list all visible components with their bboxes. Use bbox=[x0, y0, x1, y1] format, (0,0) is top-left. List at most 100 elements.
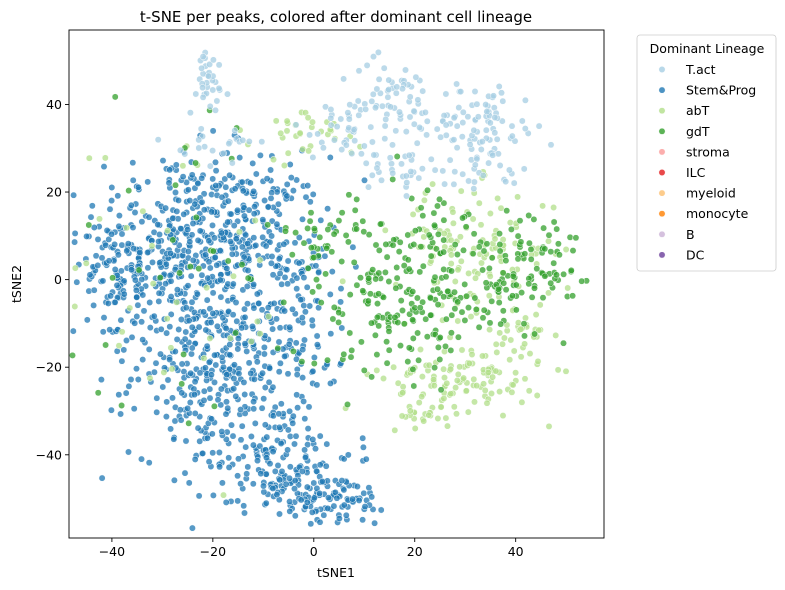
data-point bbox=[139, 356, 147, 364]
data-point bbox=[453, 377, 461, 384]
data-point bbox=[392, 127, 400, 135]
data-point bbox=[207, 318, 215, 326]
data-point bbox=[318, 478, 326, 485]
data-point bbox=[457, 187, 465, 195]
data-point bbox=[241, 340, 249, 348]
data-point bbox=[115, 342, 123, 350]
data-point bbox=[238, 243, 246, 251]
data-point bbox=[226, 341, 234, 349]
data-point bbox=[289, 412, 297, 420]
data-point bbox=[204, 274, 212, 282]
data-point bbox=[488, 254, 496, 262]
data-point bbox=[154, 221, 162, 229]
data-point bbox=[164, 227, 171, 235]
data-point bbox=[374, 300, 381, 308]
data-point bbox=[460, 374, 468, 382]
data-point bbox=[173, 335, 181, 343]
legend-label: DC bbox=[686, 247, 705, 262]
data-point bbox=[403, 179, 411, 187]
data-point bbox=[471, 88, 479, 95]
data-point bbox=[344, 109, 352, 117]
data-point bbox=[300, 239, 308, 247]
data-point bbox=[216, 463, 224, 471]
data-point bbox=[530, 215, 538, 223]
data-point bbox=[464, 408, 472, 416]
data-point bbox=[389, 141, 396, 149]
data-point bbox=[357, 338, 365, 346]
data-point bbox=[132, 286, 140, 294]
data-point bbox=[118, 230, 126, 238]
data-point bbox=[120, 277, 128, 285]
data-point bbox=[208, 415, 215, 423]
data-point bbox=[247, 369, 255, 377]
data-point bbox=[284, 446, 292, 454]
data-point bbox=[461, 280, 469, 288]
data-point bbox=[223, 371, 231, 379]
data-point bbox=[107, 292, 115, 300]
data-point bbox=[393, 83, 401, 91]
data-point bbox=[490, 92, 497, 100]
data-point bbox=[105, 257, 113, 265]
data-point bbox=[120, 290, 128, 298]
data-point bbox=[525, 387, 533, 395]
data-point bbox=[251, 203, 259, 211]
data-point bbox=[333, 494, 341, 502]
data-point bbox=[211, 253, 219, 261]
data-point bbox=[250, 304, 258, 312]
data-point bbox=[459, 119, 467, 127]
data-point bbox=[353, 281, 361, 289]
data-point bbox=[510, 179, 518, 187]
data-point bbox=[368, 138, 376, 146]
data-point bbox=[244, 300, 251, 308]
data-point bbox=[178, 360, 186, 368]
data-point bbox=[308, 508, 316, 516]
data-point bbox=[521, 125, 529, 133]
data-point bbox=[115, 212, 123, 220]
data-point bbox=[380, 64, 388, 72]
data-point bbox=[211, 351, 219, 359]
data-point bbox=[404, 231, 412, 239]
data-point bbox=[167, 249, 174, 257]
data-point bbox=[118, 357, 126, 365]
data-point bbox=[514, 232, 522, 240]
data-point bbox=[344, 401, 351, 408]
data-point bbox=[436, 195, 443, 203]
data-point bbox=[473, 382, 481, 390]
data-point bbox=[234, 335, 242, 342]
data-point bbox=[432, 245, 440, 253]
data-point bbox=[404, 358, 412, 366]
data-point bbox=[186, 197, 194, 205]
data-point bbox=[276, 510, 283, 518]
data-point bbox=[413, 294, 421, 302]
data-point bbox=[126, 304, 134, 312]
data-point bbox=[489, 151, 497, 159]
data-point bbox=[224, 90, 231, 98]
data-point bbox=[447, 329, 455, 337]
data-point bbox=[466, 141, 474, 149]
data-point bbox=[547, 248, 555, 256]
data-point bbox=[517, 353, 525, 361]
data-point bbox=[505, 166, 513, 174]
data-point bbox=[327, 330, 335, 338]
data-point bbox=[525, 212, 533, 219]
data-point bbox=[417, 204, 425, 212]
data-point bbox=[521, 250, 529, 258]
data-point bbox=[241, 509, 248, 517]
data-point bbox=[166, 272, 174, 279]
data-point bbox=[254, 457, 261, 465]
data-point bbox=[495, 299, 503, 307]
data-point bbox=[402, 66, 409, 74]
data-point bbox=[249, 323, 256, 330]
data-point bbox=[133, 293, 141, 301]
data-point bbox=[338, 146, 346, 154]
data-point bbox=[258, 306, 266, 314]
data-point bbox=[123, 337, 130, 344]
legend-label: monocyte bbox=[686, 206, 749, 221]
data-point bbox=[353, 225, 360, 233]
data-point bbox=[188, 231, 196, 239]
data-point bbox=[359, 217, 367, 225]
data-point bbox=[268, 232, 276, 240]
data-point bbox=[353, 483, 361, 490]
data-point bbox=[196, 369, 204, 377]
